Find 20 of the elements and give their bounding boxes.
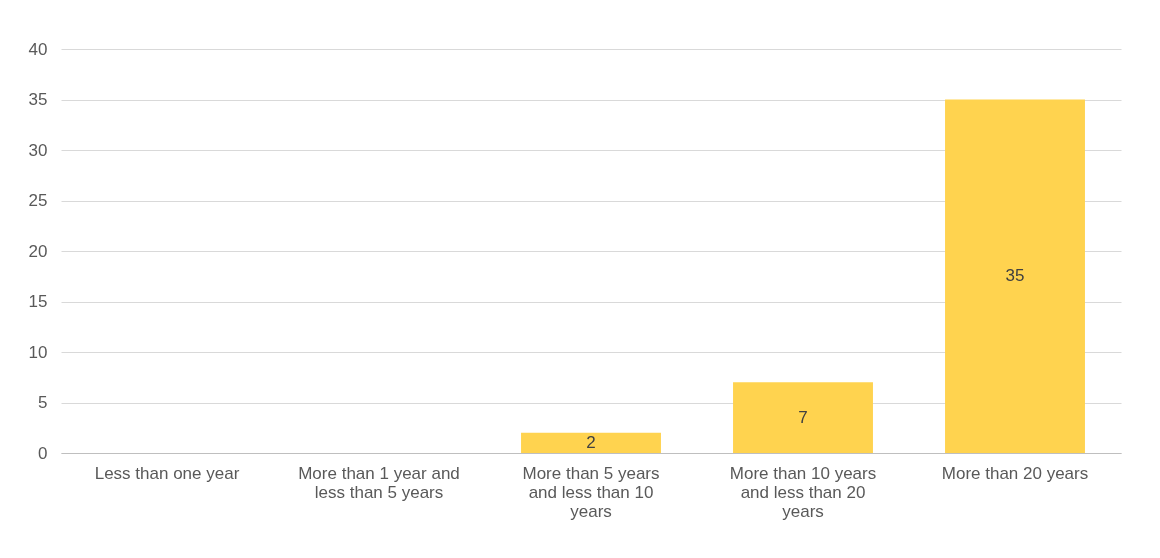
x-tick-label: More than 5 years and less than 10 years	[522, 463, 660, 521]
y-tick-label: 40	[28, 39, 48, 59]
y-tick-label: 0	[38, 443, 48, 463]
x-tick-label: More than 20 years	[941, 463, 1089, 483]
y-tick-label: 25	[28, 191, 48, 210]
y-tick-label: 20	[28, 241, 48, 261]
bar	[945, 99, 1085, 453]
data-label: 7	[798, 407, 808, 427]
data-label: 35	[1005, 266, 1025, 286]
data-label: 2	[586, 432, 596, 452]
x-tick-label: More than 10 years and less than 20 years	[729, 463, 877, 521]
x-tick-label: Less than one year	[94, 463, 240, 483]
x-tick-label: More than 1 year and less than 5 years	[298, 463, 460, 502]
bar	[521, 432, 661, 453]
y-tick-label: 5	[38, 393, 48, 412]
y-tick-label: 10	[28, 342, 48, 362]
y-tick-label: 35	[28, 90, 48, 109]
y-tick-label: 30	[28, 140, 48, 160]
y-tick-label: 15	[28, 292, 48, 311]
bar	[733, 382, 873, 453]
